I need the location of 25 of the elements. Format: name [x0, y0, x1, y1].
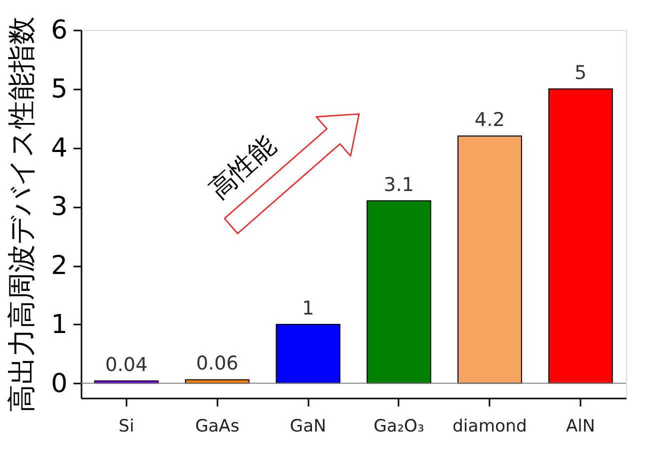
x-tick-label: AlN [566, 416, 596, 436]
x-tick-label: Ga₂O₃ [374, 416, 424, 436]
bar [457, 135, 522, 384]
bar [276, 324, 340, 384]
x-tick-label: Si [118, 416, 134, 436]
bar [548, 88, 613, 384]
data-label: 3.1 [384, 174, 414, 196]
y-tick-label: 1 [50, 310, 68, 340]
bar [366, 200, 432, 384]
data-label: 5 [574, 62, 587, 84]
x-tick-label: diamond [452, 416, 527, 436]
annotation: 高性能 [204, 130, 282, 206]
y-tick-label: 4 [50, 133, 68, 164]
data-label: 4.2 [474, 108, 505, 131]
x-tick-label: GaN [290, 416, 326, 436]
y-tick-label: 2 [50, 251, 68, 282]
data-label: 1 [302, 297, 314, 320]
y-tick-label: 6 [50, 16, 68, 46]
data-label: 0.06 [196, 352, 238, 375]
y-tick-label: 5 [50, 74, 68, 104]
data-label: 0.04 [105, 354, 148, 376]
x-tick-label: GaAs [195, 416, 240, 436]
y-tick-label: 3 [50, 192, 68, 222]
y-tick-label: 0 [50, 368, 68, 399]
y-axis-title: 高出力高周波デバイス性能指数 [4, 16, 38, 412]
